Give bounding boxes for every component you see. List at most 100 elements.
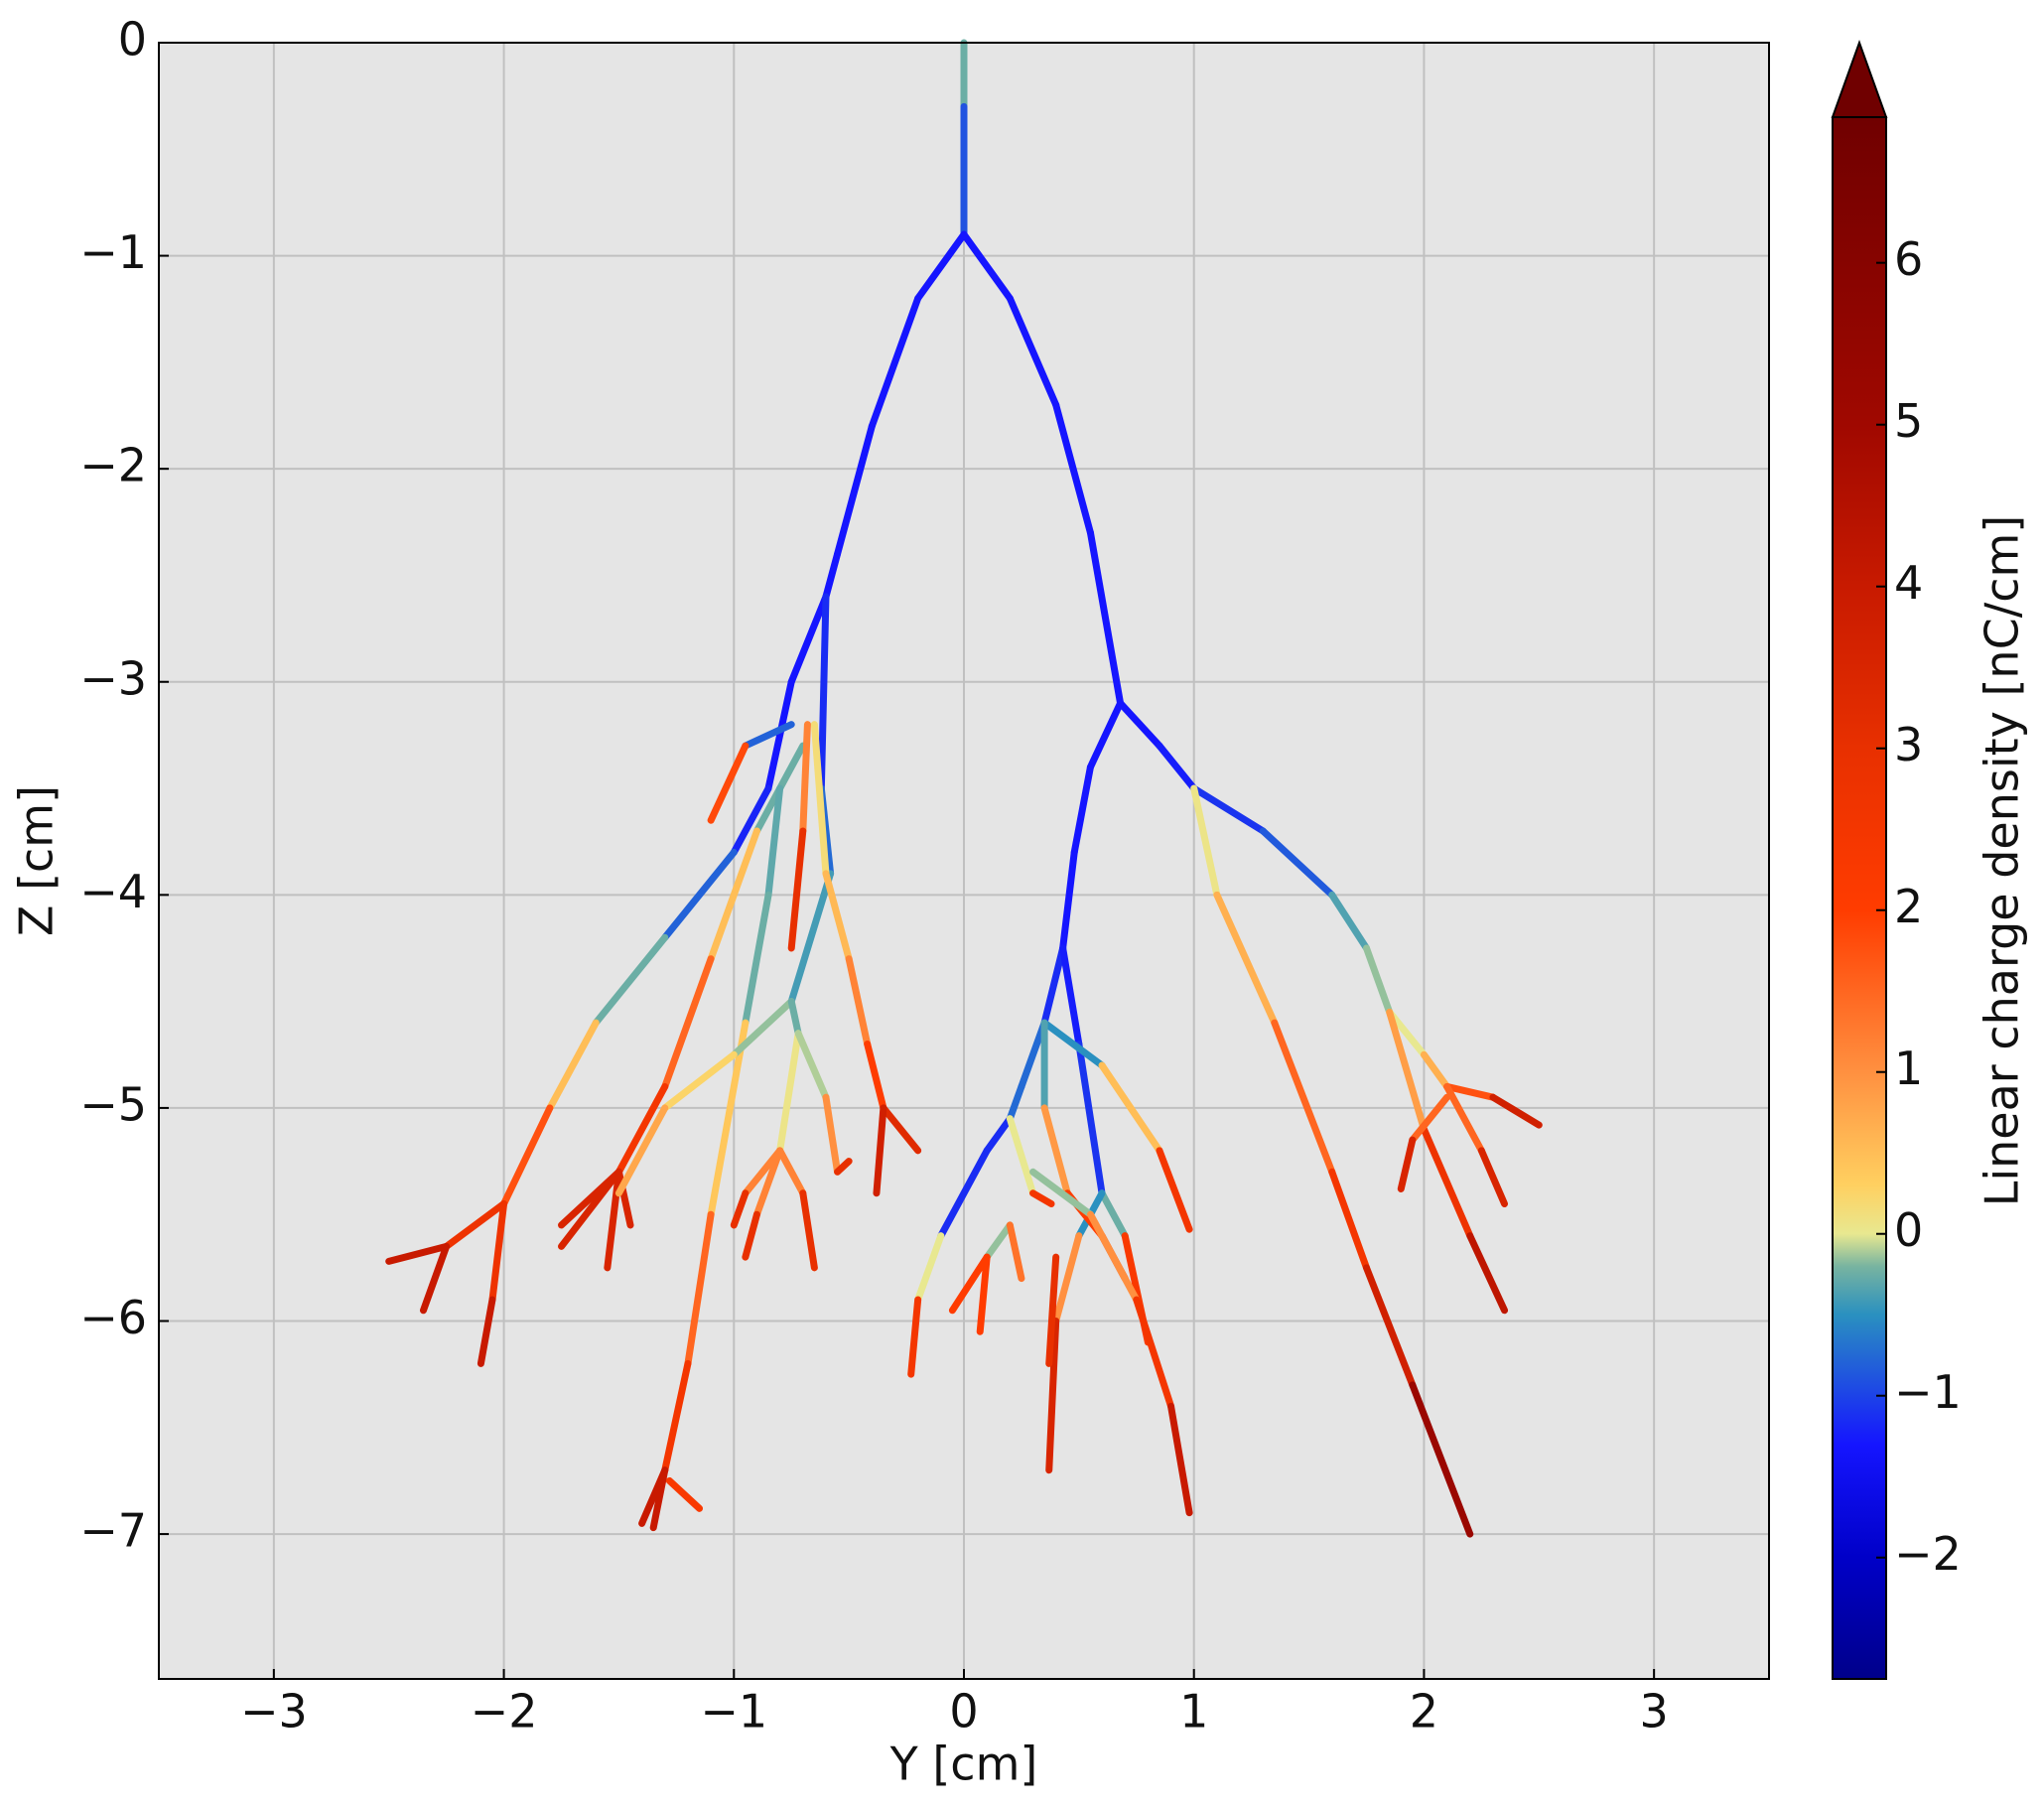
branch-segment bbox=[794, 1030, 830, 1101]
branch-segment bbox=[787, 593, 830, 686]
branch-segment bbox=[1018, 1019, 1048, 1090]
branch-segment bbox=[914, 1232, 945, 1304]
y-tick-label: −4 bbox=[79, 865, 147, 918]
branch-segment bbox=[730, 998, 795, 1058]
branch-segment bbox=[1086, 1210, 1141, 1304]
y-tick-label: −7 bbox=[79, 1504, 147, 1558]
branch-segment bbox=[1409, 1093, 1451, 1144]
x-tick-label: 2 bbox=[1410, 1685, 1438, 1739]
branch-segment bbox=[787, 998, 802, 1038]
branch-segment bbox=[1117, 699, 1163, 750]
branch-segment bbox=[834, 1158, 853, 1176]
branch-segment bbox=[707, 1019, 749, 1218]
branch-segment bbox=[1363, 1264, 1417, 1389]
x-tick-label: −2 bbox=[471, 1685, 538, 1739]
branch-segment bbox=[419, 1242, 451, 1315]
x-tick-label: −1 bbox=[700, 1685, 767, 1739]
branch-segment bbox=[1213, 891, 1279, 1027]
branch-segment bbox=[742, 891, 772, 1027]
branch-segment bbox=[752, 1147, 784, 1218]
branch-segment bbox=[488, 1199, 508, 1304]
branch-segment bbox=[661, 955, 715, 1090]
colorbar-tick-label: 1 bbox=[1894, 1042, 1923, 1095]
branch-segment bbox=[1086, 699, 1125, 771]
branch-segment bbox=[983, 1221, 1014, 1261]
branch-segment bbox=[1156, 1147, 1193, 1233]
branch-segment bbox=[1386, 1008, 1428, 1133]
x-tick-label: 0 bbox=[949, 1685, 978, 1739]
branch-segment bbox=[1489, 1093, 1543, 1129]
branch-segment bbox=[1477, 1147, 1509, 1207]
colorbar-tick-label: −1 bbox=[1894, 1365, 1962, 1419]
branch-segment bbox=[1006, 1115, 1037, 1197]
x-axis-label: Y [cm] bbox=[889, 1738, 1038, 1791]
branch-segment bbox=[880, 1104, 922, 1155]
branch-segment bbox=[477, 1296, 496, 1367]
branch-segment bbox=[443, 1199, 508, 1250]
y-tick-label: −3 bbox=[79, 651, 147, 705]
branch-segment bbox=[385, 1242, 451, 1265]
y-tick-label: −6 bbox=[79, 1291, 147, 1344]
branch-segment bbox=[1098, 1189, 1129, 1240]
branch-segment bbox=[592, 933, 669, 1027]
branch-segment bbox=[614, 1082, 669, 1176]
branch-segment bbox=[1409, 1381, 1474, 1538]
branch-segment bbox=[1420, 1050, 1451, 1090]
colorbar-tick-label: 3 bbox=[1894, 718, 1923, 771]
y-tick-label: −1 bbox=[79, 225, 147, 279]
branch-segment bbox=[817, 593, 830, 792]
branch-segment bbox=[1045, 1318, 1060, 1474]
branch-segment bbox=[799, 721, 811, 835]
branch-segment bbox=[1040, 944, 1067, 1027]
branch-segment bbox=[976, 1253, 991, 1335]
branch-segment bbox=[1052, 1232, 1083, 1324]
x-tick-label: 1 bbox=[1179, 1685, 1208, 1739]
x-tick-label: 3 bbox=[1640, 1685, 1669, 1739]
branch-segment bbox=[822, 550, 842, 601]
branch-segment bbox=[1443, 1082, 1497, 1101]
branch-segment bbox=[730, 784, 772, 856]
branch-segment bbox=[1420, 1125, 1474, 1240]
branch-segment bbox=[907, 1296, 922, 1378]
branch-segment bbox=[1259, 827, 1336, 899]
branch-segment bbox=[1029, 1189, 1055, 1207]
branch-segment bbox=[937, 1147, 991, 1240]
branch-segment bbox=[1040, 1104, 1071, 1197]
branch-segment bbox=[787, 827, 807, 952]
colorbar-tick-label: 2 bbox=[1894, 880, 1923, 933]
branch-segment bbox=[776, 1030, 802, 1155]
colorbar-gradient bbox=[1833, 117, 1886, 1679]
branch-segment bbox=[960, 230, 1014, 302]
branch-segment bbox=[649, 1466, 669, 1532]
branch-segment bbox=[810, 721, 830, 878]
branch-segment bbox=[868, 295, 922, 430]
x-tick-label: −3 bbox=[240, 1685, 308, 1739]
colorbar-extend bbox=[1831, 40, 1888, 118]
branch-segment bbox=[707, 742, 749, 824]
branch-segment bbox=[764, 678, 795, 792]
y-tick-label: −2 bbox=[79, 439, 147, 492]
branch-segment bbox=[914, 230, 968, 302]
branch-segment bbox=[1271, 1019, 1336, 1176]
branch-segment bbox=[834, 422, 876, 558]
branch-segment bbox=[948, 1253, 991, 1315]
y-tick-label: −5 bbox=[79, 1077, 147, 1131]
branch-segment bbox=[661, 848, 738, 941]
branch-segment bbox=[665, 1476, 704, 1512]
branch-segment bbox=[1006, 1082, 1025, 1123]
branch-segment bbox=[742, 1210, 760, 1261]
branch-segment bbox=[1098, 1061, 1163, 1155]
branch-segment bbox=[1052, 401, 1094, 537]
branch-segment bbox=[983, 1115, 1014, 1155]
branch-segment bbox=[661, 1359, 692, 1474]
branch-segment bbox=[845, 955, 872, 1048]
colorbar-frame bbox=[1832, 116, 1887, 1680]
branch-segment bbox=[614, 1168, 634, 1229]
branch-segment bbox=[799, 1189, 818, 1272]
branch-segment bbox=[707, 827, 760, 963]
branch-segment bbox=[1328, 891, 1370, 952]
branch-segment bbox=[873, 1104, 887, 1197]
y-tick-label: 0 bbox=[118, 13, 147, 67]
